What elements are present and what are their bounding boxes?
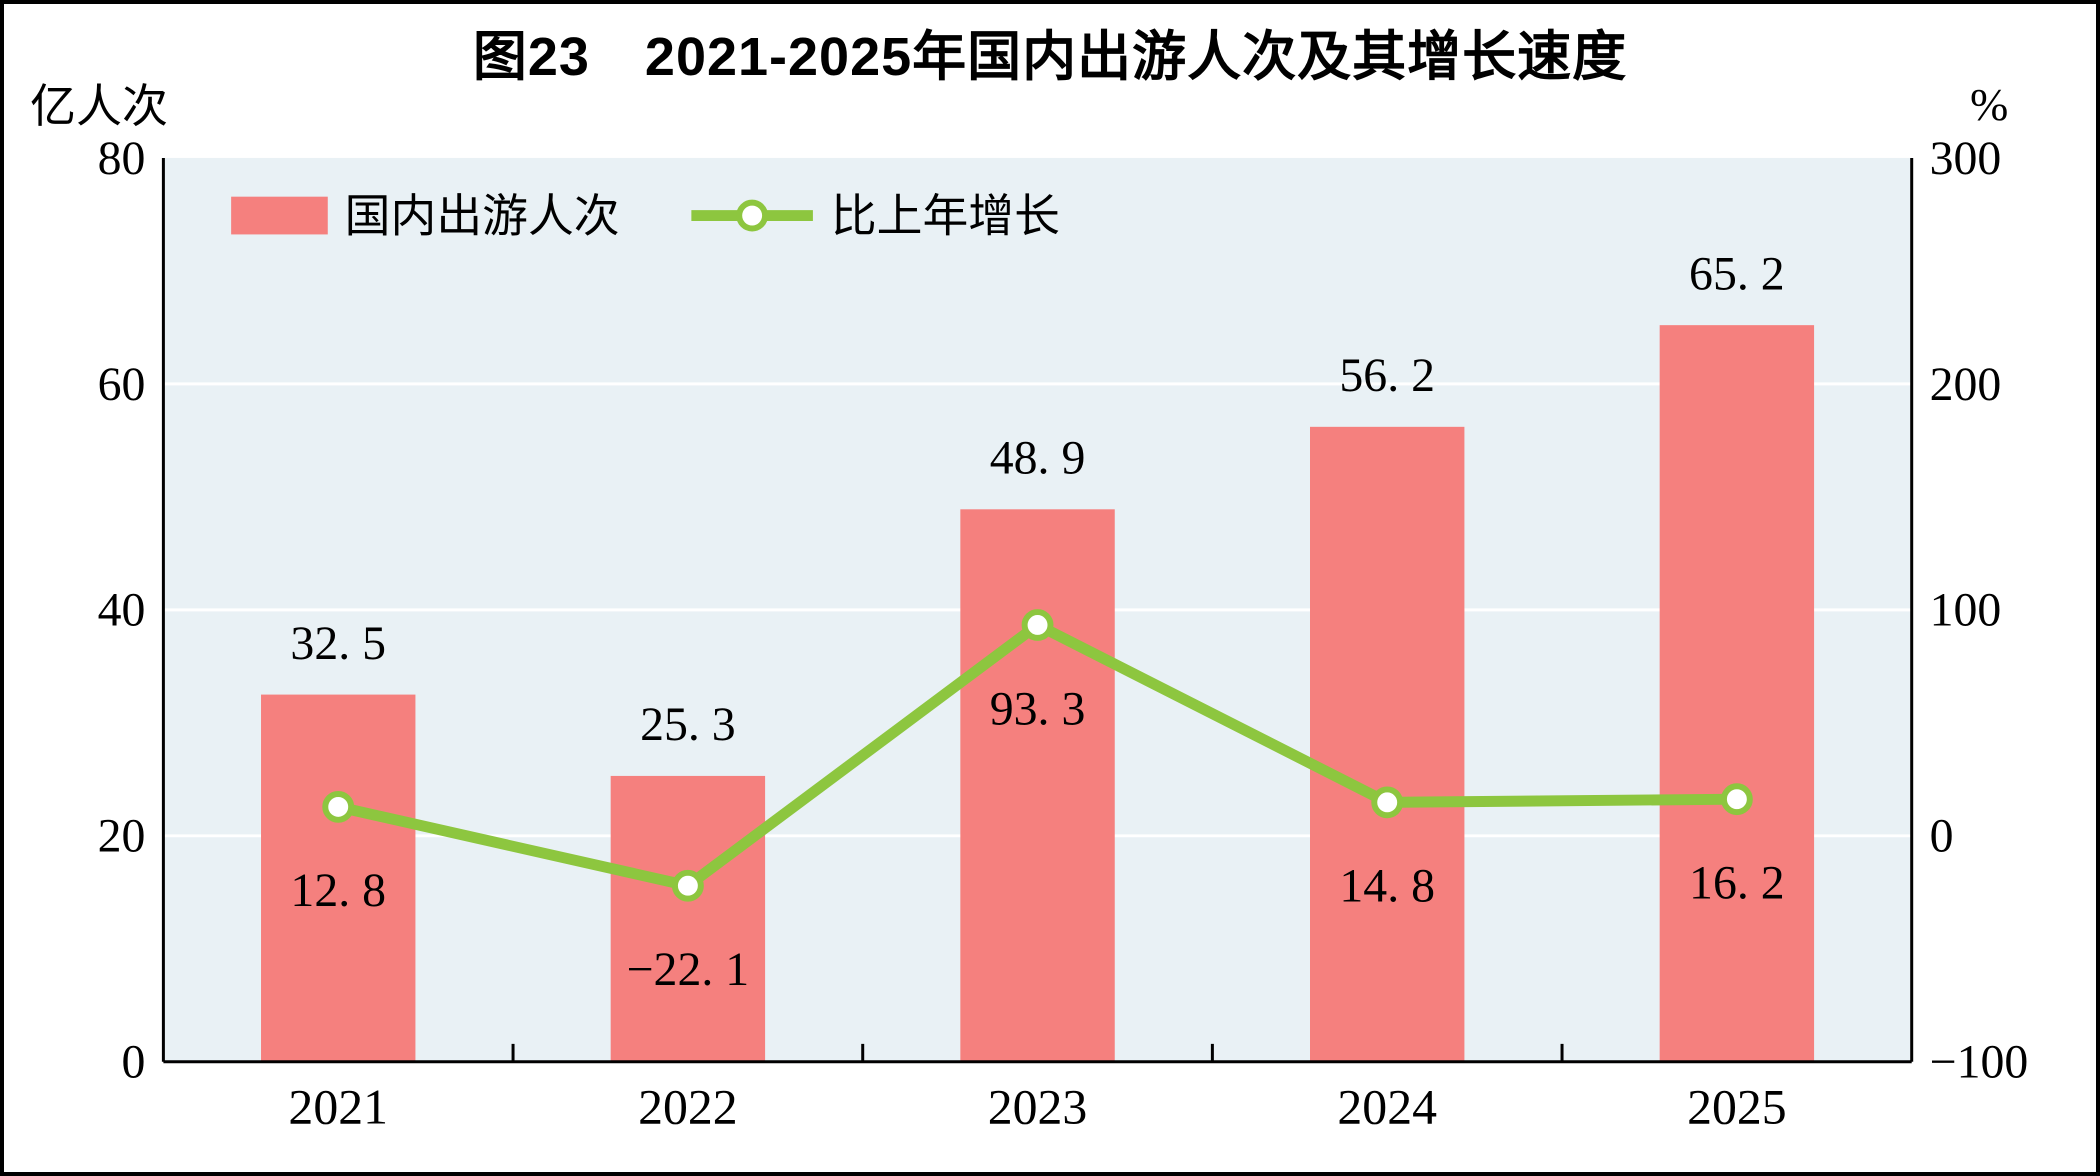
left-axis-tick-label: 80	[98, 132, 146, 185]
line-marker-2025	[1720, 783, 1753, 816]
right-axis-tick-label: 0	[1930, 810, 1954, 863]
x-axis-label-2022: 2022	[638, 1079, 738, 1134]
bar-value-label-2025: 65. 2	[1689, 247, 1785, 300]
x-axis-label-2021: 2021	[288, 1079, 388, 1134]
bar-2022	[610, 775, 766, 1062]
line-value-label-2024: 14. 8	[1339, 860, 1435, 913]
line-marker-2022	[671, 869, 704, 902]
bar-value-label-2021: 32. 5	[290, 617, 386, 670]
left-axis-unit: 亿人次	[30, 81, 168, 132]
line-marker-2024	[1371, 786, 1404, 819]
line-value-label-2022: −22. 1	[627, 943, 750, 996]
bar-value-label-2024: 56. 2	[1339, 349, 1435, 402]
left-axis-tick-label: 40	[98, 584, 146, 637]
left-axis-tick-label: 0	[122, 1036, 146, 1089]
legend-bar-swatch	[231, 196, 328, 235]
line-value-label-2025: 16. 2	[1689, 857, 1785, 910]
bar-2023	[960, 509, 1115, 1062]
chart-title: 图23 2021-2025年国内出游人次及其增长速度	[472, 27, 1628, 87]
bar-value-label-2022: 25. 3	[640, 698, 736, 751]
legend-line-label: 比上年增长	[831, 191, 1060, 242]
line-value-label-2021: 12. 8	[290, 864, 386, 917]
right-axis-tick-label: 300	[1930, 132, 2002, 185]
x-axis-label-2025: 2025	[1687, 1079, 1787, 1134]
x-axis-label-2023: 2023	[988, 1079, 1088, 1134]
bar-value-label-2023: 48. 9	[990, 432, 1086, 485]
left-axis-tick-label: 60	[98, 358, 146, 411]
bar-2021	[261, 694, 416, 1062]
line-value-label-2023: 93. 3	[990, 682, 1086, 735]
x-axis-label-2024: 2024	[1337, 1079, 1437, 1134]
left-axis-tick-label: 20	[98, 810, 146, 863]
line-marker-2023	[1021, 609, 1054, 641]
legend-bar-label: 国内出游人次	[345, 191, 620, 242]
right-axis-unit: %	[1970, 79, 2009, 130]
line-marker-2021	[322, 790, 355, 823]
bar-2024	[1310, 426, 1465, 1062]
right-axis-tick-label: 100	[1930, 584, 2002, 637]
right-axis-tick-label: −100	[1930, 1036, 2029, 1089]
combo-bar-line-chart: 32. 5 25. 3 48. 9 56. 2 65. 2 12. 8 −22. 1 93. …	[98, 132, 2029, 1134]
right-axis-tick-label: 200	[1930, 358, 2002, 411]
bar-2025	[1659, 325, 1815, 1062]
legend-line-marker	[736, 199, 769, 232]
